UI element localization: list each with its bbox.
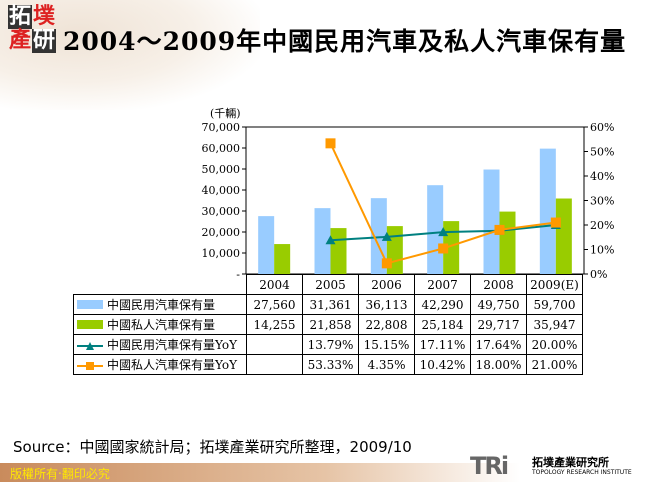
point-private-yoy [550, 217, 561, 228]
y-right-tick: 20% [590, 219, 614, 232]
bar-civil [314, 208, 331, 274]
bar-civil [427, 185, 444, 274]
bar-civil [539, 148, 556, 274]
y-left-tick: 10,000 [202, 247, 241, 260]
table-row: 中國私人汽車保有量YoY 53.33% 4.35% 10.42% 18.00% 21.00… [73, 354, 583, 375]
value-cell: 31,361 [302, 294, 359, 315]
table-row: 中國私人汽車保有量 14,255 21,858 22,808 25,184 29,717 3… [73, 314, 583, 335]
brand-en: TOPOLOGY RESEARCH INSTITUTE [532, 469, 632, 476]
table-row: 中國民用汽車保有量 27,560 31,361 36,113 42,290 49,750 5… [73, 294, 583, 315]
value-cell: 21,858 [302, 314, 359, 335]
bar-private [274, 244, 291, 274]
value-cell: 21.00% [526, 354, 583, 375]
brand-cn: 拓墣產業研究所 [532, 456, 609, 469]
legend-swatch [77, 338, 107, 352]
y-right-tick: 50% [590, 146, 614, 159]
value-cell: 13.79% [302, 334, 359, 355]
value-cell: 14,255 [246, 314, 303, 335]
bar-private [499, 211, 516, 274]
unit-label: (千輛) [210, 106, 241, 120]
value-cell: 35,947 [526, 314, 583, 335]
y-right-tick: 40% [590, 170, 614, 183]
point-private-yoy [494, 224, 505, 235]
value-cell: 59,700 [526, 294, 583, 315]
value-cell [246, 334, 303, 355]
footer-bar: 版權所有‧翻印必究 [0, 463, 650, 482]
legend-swatch [77, 318, 107, 332]
legend-swatch [77, 298, 107, 312]
point-private-yoy [438, 243, 449, 254]
value-cell: 17.64% [470, 334, 527, 355]
value-cell: 27,560 [246, 294, 303, 315]
category-label: 2009(E) [526, 274, 583, 295]
category-label: 2008 [470, 274, 527, 295]
value-cell: 53.33% [302, 354, 359, 375]
value-cell: 49,750 [470, 294, 527, 315]
point-civil-yoy [381, 231, 392, 241]
legend-swatch [77, 358, 107, 372]
y-right-tick: 10% [590, 244, 614, 257]
value-cell: 17.11% [414, 334, 471, 355]
point-private-yoy [381, 258, 392, 269]
bar-private [555, 198, 572, 274]
table-row: 中國民用汽車保有量YoY 13.79% 15.15% 17.11% 17.64% 20.0… [73, 334, 583, 355]
y-left-tick: 70,000 [202, 121, 241, 134]
tri-logo: TRi 拓墣產業研究所 TOPOLOGY RESEARCH INSTITUTE [470, 452, 632, 480]
value-cell: 22,808 [358, 314, 415, 335]
point-civil-yoy [438, 227, 449, 237]
brand-mark: TRi [470, 452, 509, 480]
y-right-tick: 0% [590, 268, 607, 281]
logo: 拓墣產研 [8, 4, 56, 53]
category-label: 2005 [302, 274, 359, 295]
data-table: 2004 2005 2006 2007 2008 2009(E) 中國民用汽車保有量 27,5… [73, 274, 583, 375]
series-name: 中國私人汽車保有量 [107, 318, 216, 332]
y-left-tick: 40,000 [202, 184, 241, 197]
chart: (千輛)-10,00020,00030,00040,00050,00060,00… [202, 106, 615, 281]
category-label: 2006 [358, 274, 415, 295]
category-label: 2004 [246, 274, 303, 295]
series-name: 中國民用汽車保有量 [107, 298, 216, 312]
copyright: 版權所有‧翻印必究 [10, 467, 110, 481]
point-private-yoy [325, 138, 336, 149]
bar-civil [258, 216, 275, 274]
source-note: Source：中國國家統計局；拓墣產業研究所整理，2009/10 [13, 438, 412, 456]
bar-civil [483, 169, 500, 274]
value-cell [246, 354, 303, 375]
background-map [0, 0, 260, 110]
value-cell: 20.00% [526, 334, 583, 355]
value-cell: 18.00% [470, 354, 527, 375]
value-cell: 25,184 [414, 314, 471, 335]
y-left-tick: 30,000 [202, 205, 241, 218]
value-cell: 36,113 [358, 294, 415, 315]
plot-area [245, 126, 585, 275]
value-cell: 4.35% [358, 354, 415, 375]
category-label: 2007 [414, 274, 471, 295]
bar-private [330, 228, 347, 274]
series-name: 中國私人汽車保有量YoY [107, 358, 238, 372]
page-title: 2004～2009年中國民用汽車及私人汽車保有量 [63, 27, 627, 56]
y-left-tick: 20,000 [202, 226, 241, 239]
y-left-tick: 50,000 [202, 163, 241, 176]
y-right-tick: 30% [590, 195, 614, 208]
y-left-tick: 60,000 [202, 142, 241, 155]
value-cell: 15.15% [358, 334, 415, 355]
series-name: 中國民用汽車保有量YoY [107, 338, 238, 352]
value-cell: 29,717 [470, 314, 527, 335]
value-cell: 10.42% [414, 354, 471, 375]
table-corner [73, 274, 247, 295]
y-right-tick: 60% [590, 121, 614, 134]
value-cell: 42,290 [414, 294, 471, 315]
point-civil-yoy [325, 235, 336, 245]
